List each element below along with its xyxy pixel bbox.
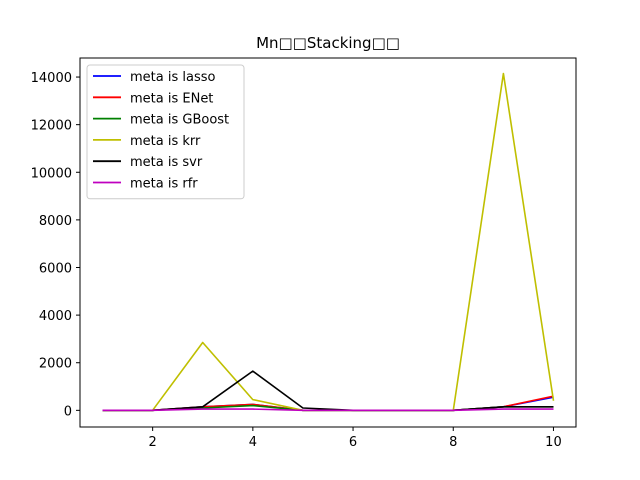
- y-tick-label: 14000: [31, 71, 72, 86]
- y-tick-label: 10000: [31, 166, 72, 181]
- y-tick-label: 6000: [39, 261, 72, 276]
- plot-area: 2 4 6 8 10 0 2000 4000 6000 8000 10000 12000 14000 me…: [31, 57, 577, 450]
- series-line-5: [102, 408, 554, 412]
- y-tick-label: 12000: [31, 119, 72, 134]
- legend-box: [86, 64, 245, 200]
- legend-label: meta is svr: [130, 155, 203, 170]
- legend: meta is lasso meta is ENet meta is GBoost m…: [86, 64, 245, 200]
- axes-frame: [79, 57, 577, 428]
- y-tick-label: 0: [64, 404, 72, 419]
- x-tick-label: 2: [149, 435, 157, 450]
- y-tick-label: 8000: [39, 214, 72, 229]
- y-tick-label: 4000: [39, 309, 72, 324]
- x-tick-label: 6: [349, 435, 357, 450]
- chart-title: Mn□□Stacking□□: [256, 34, 400, 52]
- y-tick-label: 2000: [39, 357, 72, 372]
- legend-label: meta is GBoost: [130, 113, 229, 128]
- x-tick-label: 4: [249, 435, 257, 450]
- legend-label: meta is lasso: [130, 70, 215, 85]
- x-tick-label: 10: [545, 435, 562, 450]
- legend-label: meta is krr: [130, 134, 201, 149]
- series-line-4: [102, 370, 554, 412]
- legend-label: meta is rfr: [130, 177, 198, 192]
- legend-label: meta is ENet: [130, 91, 213, 106]
- x-tick-label: 8: [449, 435, 457, 450]
